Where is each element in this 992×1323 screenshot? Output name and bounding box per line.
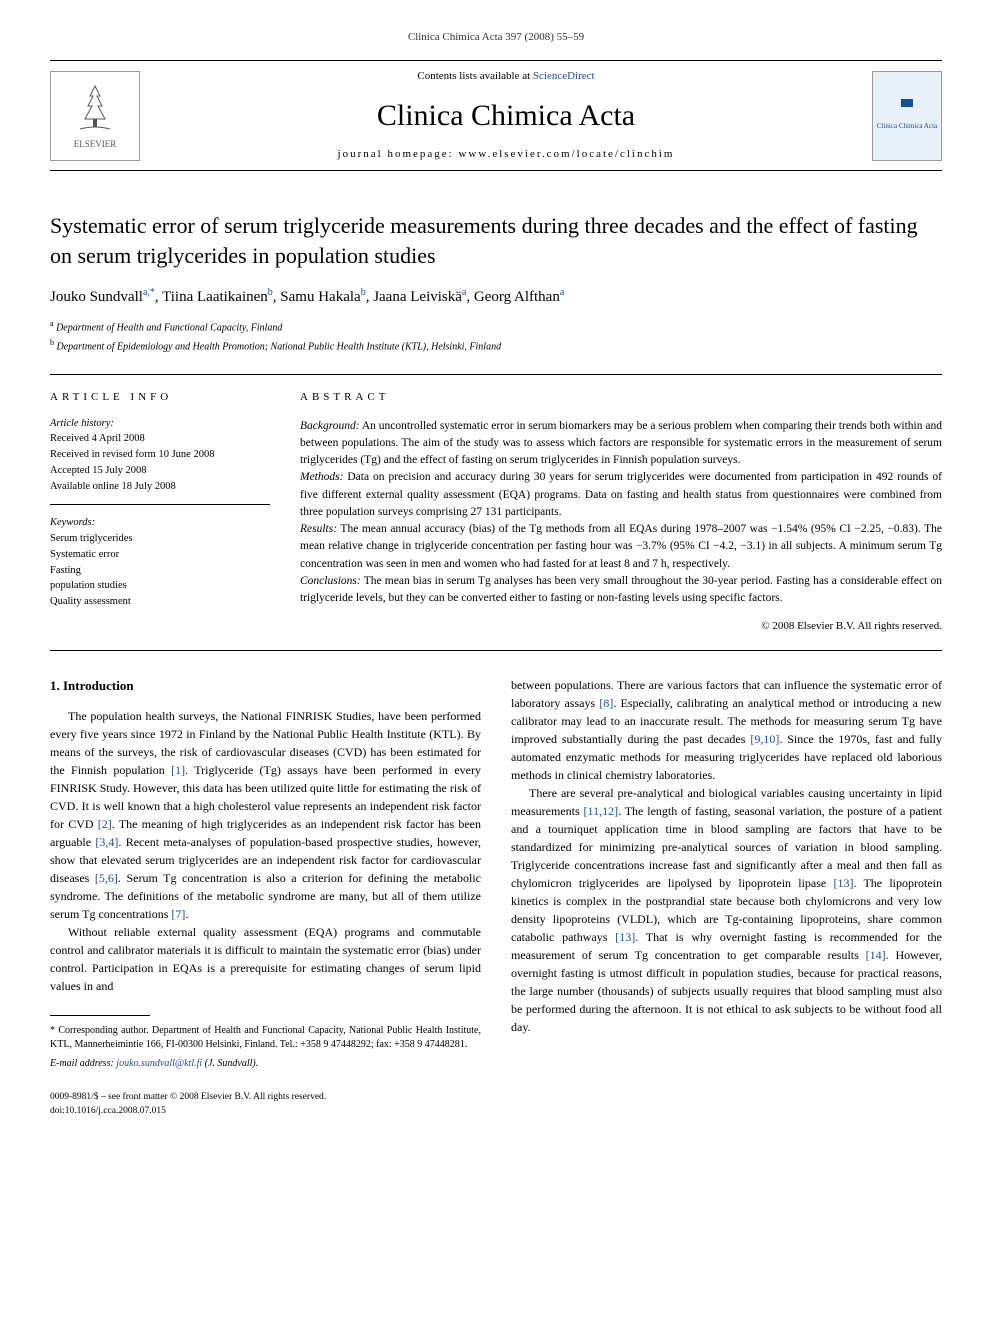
journal-cover-thumbnail: Clinica Chimica Acta [872,71,942,161]
background-text: An uncontrolled systematic error in seru… [300,420,942,467]
keywords-label: Keywords: [50,515,270,531]
p1f: . [185,907,188,921]
elsevier-logo: ELSEVIER [50,71,140,161]
affiliation-a: a Department of Health and Functional Ca… [50,318,942,335]
journal-banner: ELSEVIER Contents lists available at Sci… [50,60,942,171]
journal-name: Clinica Chimica Acta [140,95,872,137]
ref-1-link[interactable]: [1] [171,763,185,777]
ref-8-link[interactable]: [8] [599,696,613,710]
affiliation-b: b Department of Epidemiology and Health … [50,337,942,354]
journal-homepage: journal homepage: www.elsevier.com/locat… [140,147,872,162]
ref-14-link[interactable]: [14] [866,948,886,962]
abstract-heading: abstract [300,390,942,405]
intro-para-1: The population health surveys, the Natio… [50,707,481,923]
authors-line: Jouko Sundvalla,*, Tiina Laatikainenb, S… [50,286,942,308]
right-column: between populations. There are various f… [511,676,942,1072]
keyword-1: Serum triglycerides [50,531,270,547]
author-4: , Jaana Leiviskä [366,289,462,305]
aff-a-text: Department of Health and Functional Capa… [54,322,283,333]
footnote-separator [50,1015,150,1016]
abstract-text: Background: An uncontrolled systematic e… [300,418,942,608]
affiliations-block: a Department of Health and Functional Ca… [50,318,942,355]
author-3: , Samu Hakala [273,289,361,305]
author-1: Jouko Sundvall [50,289,143,305]
author-5-aff: a [560,287,564,298]
author-2: , Tiina Laatikainen [155,289,268,305]
keyword-4: population studies [50,578,270,594]
abstract-copyright: © 2008 Elsevier B.V. All rights reserved… [300,619,942,634]
email-suffix: (J. Sundvall). [202,1058,258,1069]
info-abstract-row: article info Article history: Received 4… [50,374,942,651]
article-title: Systematic error of serum triglyceride m… [50,211,942,270]
conclusions-text: The mean bias in serum Tg analyses has b… [300,575,942,604]
methods-label: Methods: [300,471,343,483]
background-label: Background: [300,420,360,432]
revised-date: Received in revised form 10 June 2008 [50,447,270,463]
author-5: , Georg Alfthan [466,289,559,305]
introduction-heading: 1. Introduction [50,676,481,696]
author-1-aff: a, [143,287,150,298]
results-label: Results: [300,523,337,535]
banner-center: Contents lists available at ScienceDirec… [140,69,872,162]
aff-b-text: Department of Epidemiology and Health Pr… [54,341,501,352]
corresponding-author-note: * Corresponding author. Department of He… [50,1024,481,1052]
elsevier-label: ELSEVIER [74,138,117,151]
article-info-column: article info Article history: Received 4… [50,390,270,635]
online-date: Available online 18 July 2008 [50,479,270,495]
doi-block: 0009-8981/$ – see front matter © 2008 El… [50,1091,326,1118]
ref-2-link[interactable]: [2] [98,817,112,831]
keyword-3: Fasting [50,563,270,579]
body-columns: 1. Introduction The population health su… [50,676,942,1072]
cover-text: Clinica Chimica Acta [877,122,937,132]
doi-line: doi:10.1016/j.cca.2008.07.015 [50,1105,326,1118]
email-line: E-mail address: jouko.sundvall@ktl.fi (J… [50,1056,481,1071]
keywords-block: Keywords: Serum triglycerides Systematic… [50,515,270,610]
contents-prefix: Contents lists available at [417,70,532,82]
sciencedirect-link[interactable]: ScienceDirect [533,70,595,82]
left-column: 1. Introduction The population health su… [50,676,481,1072]
intro-para-2: Without reliable external quality assess… [50,923,481,995]
page-footer: 0009-8981/$ – see front matter © 2008 El… [50,1091,942,1118]
ref-34-link[interactable]: [3,4] [95,835,118,849]
ref-1112-link[interactable]: [11,12] [584,804,619,818]
keyword-2: Systematic error [50,547,270,563]
ref-56-link[interactable]: [5,6] [95,871,118,885]
results-text: The mean annual accuracy (bias) of the T… [300,523,942,570]
history-label: Article history: [50,416,270,432]
email-link[interactable]: jouko.sundvall@ktl.fi [116,1058,202,1069]
ref-13b-link[interactable]: [13] [615,930,635,944]
running-header: Clinica Chimica Acta 397 (2008) 55–59 [50,30,942,45]
ref-7-link[interactable]: [7] [171,907,185,921]
ref-910-link[interactable]: [9,10] [750,732,779,746]
history-block: Article history: Received 4 April 2008 R… [50,416,270,506]
methods-text: Data on precision and accuracy during 30… [300,471,942,518]
issn-line: 0009-8981/$ – see front matter © 2008 El… [50,1091,326,1104]
accepted-date: Accepted 15 July 2008 [50,463,270,479]
conclusions-label: Conclusions: [300,575,361,587]
abstract-column: abstract Background: An uncontrolled sys… [300,390,942,635]
email-label: E-mail address: [50,1058,116,1069]
contents-line: Contents lists available at ScienceDirec… [140,69,872,84]
elsevier-tree-icon [70,81,120,136]
ref-13a-link[interactable]: [13] [833,876,853,890]
intro-para-4: There are several pre-analytical and bio… [511,784,942,1036]
article-info-heading: article info [50,390,270,405]
intro-para-3: between populations. There are various f… [511,676,942,784]
received-date: Received 4 April 2008 [50,431,270,447]
keyword-5: Quality assessment [50,594,270,610]
